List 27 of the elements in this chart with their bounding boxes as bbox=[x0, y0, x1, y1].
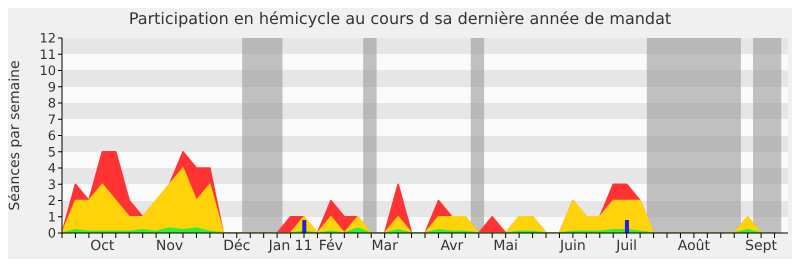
y-tick-label: 2 bbox=[48, 194, 56, 210]
y-axis-title: Séances par semaine bbox=[6, 60, 23, 211]
x-tick-label: Fév bbox=[318, 238, 343, 254]
y-tick-label: 7 bbox=[48, 112, 56, 128]
y-tick-label: 10 bbox=[39, 64, 56, 80]
y-tick-label: 4 bbox=[48, 162, 56, 177]
x-tick-label: Déc bbox=[223, 238, 250, 254]
x-tick-label: Août bbox=[678, 238, 711, 254]
x-tick-label: Oct bbox=[90, 238, 115, 254]
y-tick-label: 8 bbox=[48, 96, 56, 112]
y-tick-label: 11 bbox=[39, 48, 56, 63]
y-tick-label: 6 bbox=[48, 129, 56, 144]
chart-title: Participation en hémicycle au cours d sa dernière année de mandat bbox=[128, 8, 672, 30]
x-tick-label: Juil bbox=[615, 238, 638, 254]
x-tick-label: Juin bbox=[559, 238, 586, 254]
y-tick-label: 3 bbox=[48, 178, 56, 193]
x-tick-label: Mai bbox=[493, 238, 518, 254]
x-tick-label: Jan 11 bbox=[268, 238, 312, 254]
y-tick-label: 1 bbox=[48, 210, 56, 226]
x-tick-label: Mar bbox=[371, 238, 398, 254]
y-tick-label: 5 bbox=[48, 145, 56, 160]
x-tick-label: Sept bbox=[745, 238, 778, 254]
x-tick-label: Nov bbox=[156, 238, 184, 254]
x-tick-label: Avr bbox=[440, 238, 464, 254]
y-tick-label: 12 bbox=[39, 32, 56, 47]
y-tick-label: 9 bbox=[48, 80, 56, 96]
y-tick-label: 0 bbox=[48, 226, 56, 242]
